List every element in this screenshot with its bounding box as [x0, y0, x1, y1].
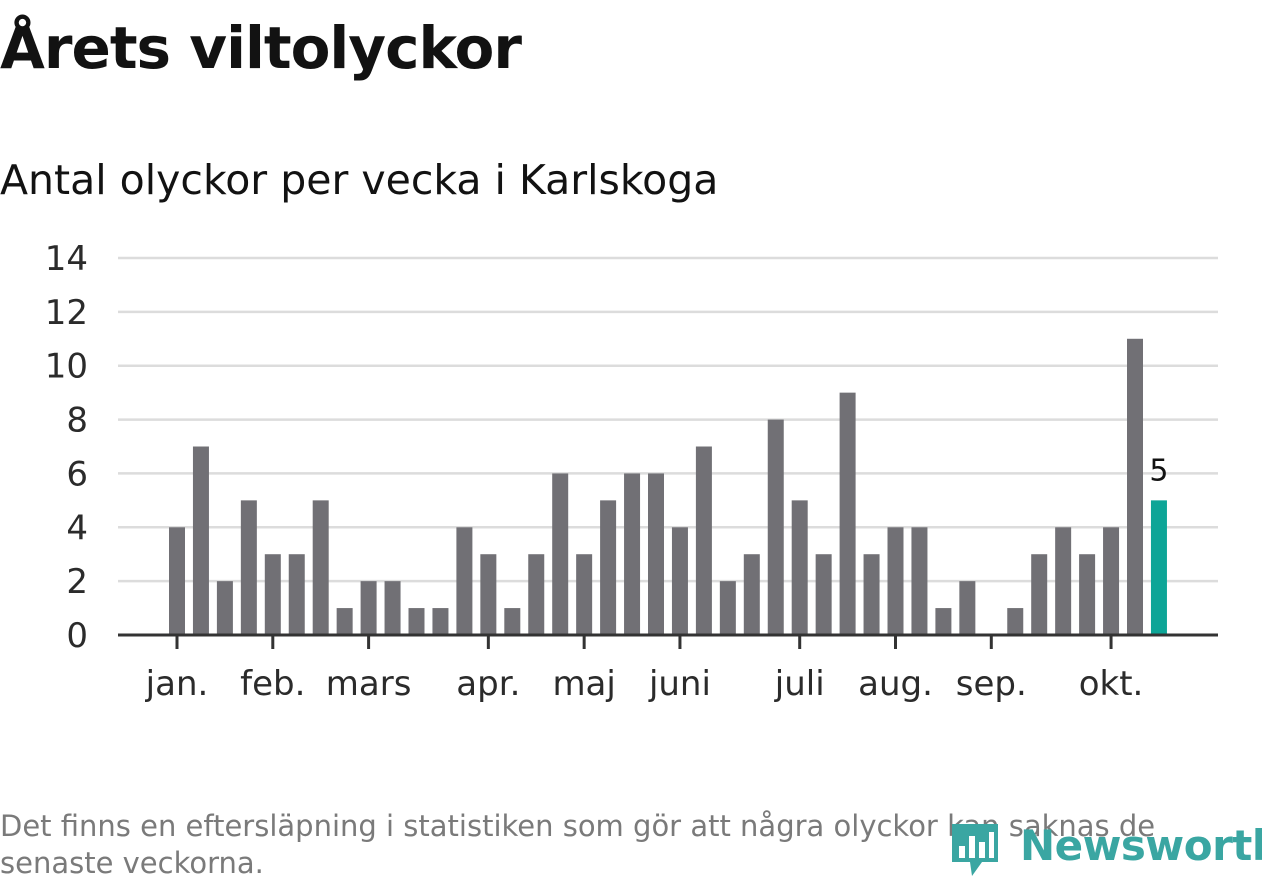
- bar: [743, 554, 760, 635]
- gridlines: [118, 256, 1218, 583]
- x-tick-label: apr.: [456, 664, 520, 704]
- bar: [576, 554, 593, 635]
- bar: [169, 527, 185, 635]
- bar: [432, 608, 449, 635]
- bar: [959, 581, 976, 635]
- bar: [648, 473, 664, 635]
- bar: [1055, 527, 1072, 635]
- bar: [480, 554, 497, 635]
- bar: [408, 608, 425, 635]
- bar: [911, 527, 928, 635]
- bar: [695, 446, 712, 635]
- x-tick-label: sep.: [956, 664, 1027, 704]
- bar: [456, 527, 473, 635]
- bar: [240, 500, 257, 635]
- x-tick-label: maj: [552, 664, 615, 704]
- bar: [216, 581, 233, 635]
- bar: [528, 554, 545, 635]
- bar: [1150, 500, 1167, 635]
- bar: [935, 608, 952, 635]
- bar: [887, 527, 904, 635]
- x-axis-ticks: jan. feb. mars apr. maj juni juli aug. sep. okt.: [145, 635, 1144, 704]
- chart-subtitle: Antal olyckor per vecka i Karlskoga: [0, 156, 719, 204]
- x-tick-label: jan.: [145, 664, 209, 704]
- chart-title: Årets viltolyckor: [0, 14, 522, 82]
- bar: [264, 554, 281, 635]
- bar: [192, 446, 209, 635]
- bars: [169, 338, 1167, 635]
- bar: [1007, 608, 1024, 635]
- y-tick-label: 14: [45, 239, 88, 279]
- bar: [719, 581, 736, 635]
- x-tick-label: feb.: [240, 664, 305, 704]
- y-tick-label: 0: [66, 616, 88, 656]
- bar: [863, 554, 880, 635]
- y-tick-label: 6: [66, 454, 88, 494]
- x-tick-label: aug.: [858, 664, 933, 704]
- bar: [312, 500, 329, 635]
- bar: [1127, 338, 1143, 635]
- bar-chart-pin-icon: [952, 824, 998, 876]
- data-label: 5: [1149, 453, 1168, 488]
- bar: [336, 608, 353, 635]
- x-tick-label: mars: [326, 664, 412, 704]
- bar: [504, 608, 521, 635]
- y-tick-label: 10: [45, 347, 88, 387]
- bar: [1103, 527, 1120, 635]
- x-tick-label: juli: [774, 664, 825, 704]
- y-tick-label: 2: [66, 562, 88, 602]
- data-labels: 5: [1149, 453, 1168, 488]
- bar: [552, 473, 569, 635]
- bar: [767, 419, 784, 635]
- bar: [815, 554, 832, 635]
- bar: [839, 392, 856, 635]
- y-axis-ticks: 0 2 4 6 8 10 12 14: [45, 239, 88, 656]
- bar: [288, 554, 305, 635]
- logo-text: Newsworthy: [1020, 821, 1262, 870]
- bar: [360, 581, 377, 635]
- bar: [600, 500, 617, 635]
- newsworthy-logo: Newsworthy: [950, 818, 1262, 879]
- y-tick-label: 4: [66, 508, 88, 548]
- bar: [791, 500, 808, 635]
- y-tick-label: 8: [66, 401, 88, 441]
- bar: [384, 581, 401, 635]
- bar: [671, 527, 688, 635]
- x-tick-label: okt.: [1079, 664, 1144, 704]
- y-tick-label: 12: [45, 293, 88, 333]
- x-tick-label: juni: [648, 664, 711, 704]
- bar: [624, 473, 641, 635]
- bar: [1031, 554, 1048, 635]
- bar: [1079, 554, 1096, 635]
